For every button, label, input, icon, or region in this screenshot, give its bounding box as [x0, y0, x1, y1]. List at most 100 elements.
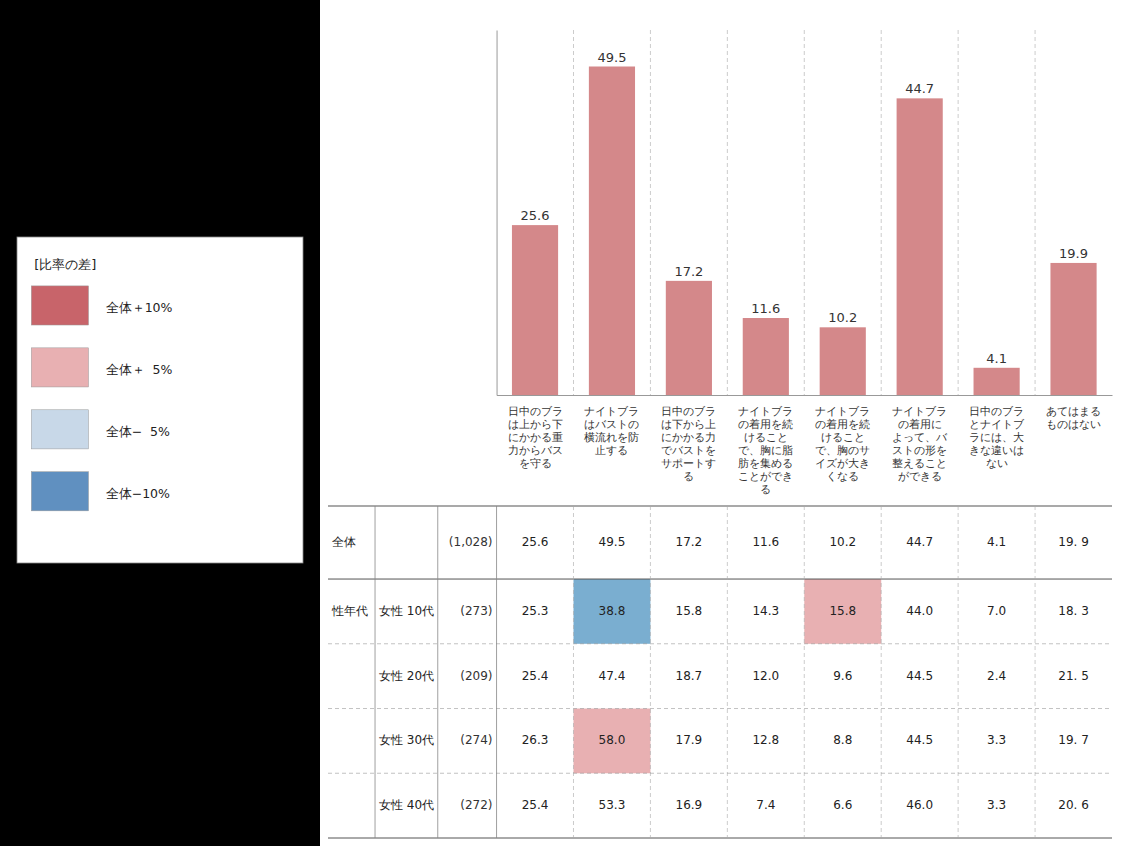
data-label: 17.2 [674, 264, 703, 279]
table-cell: 20. 6 [1058, 798, 1089, 812]
table-column-rule [1035, 506, 1036, 838]
x-tick-label: あてはまるものはない [1046, 405, 1101, 430]
y-axis-line [497, 31, 498, 396]
x-axis: 日中のブラは上から下にかかる重力からバスを守るナイトブラはバストの横流れを防止す… [497, 395, 1112, 495]
x-tick-label: ナイトブラの着用を続けることで、胸に脂肪を集めることができる [738, 405, 793, 496]
table-group: 全体 [332, 535, 356, 549]
table-row-label: 女性 30代 [379, 733, 434, 747]
table-cell: 44.7 [906, 535, 933, 549]
table-column-rule [804, 506, 805, 838]
table-n: (209) [460, 669, 492, 683]
table-cell: 58.0 [599, 733, 626, 747]
table-cell: 46.0 [906, 798, 933, 812]
category-separator [727, 30, 728, 395]
y-axis [497, 31, 498, 396]
table-cell: 53.3 [599, 798, 626, 812]
table-rule [328, 838, 1112, 839]
category-separator [573, 30, 574, 395]
category-separator [1035, 30, 1036, 395]
table-n: (1,028) [449, 535, 493, 549]
x-tick: 日中のブラとナイトブラには、大きな違いはない [969, 395, 1025, 469]
table-cell: 47.4 [599, 669, 626, 683]
table-cell: 8.8 [833, 733, 852, 747]
table-n: (274) [460, 733, 492, 747]
legend-label: 全体＋ 5% [106, 362, 173, 377]
table-cell: 12.8 [752, 733, 779, 747]
legend: [比率の差]全体＋10%全体＋ 5%全体− 5%全体−10% [17, 237, 303, 563]
table-cell: 25.3 [522, 604, 549, 618]
table-cell: 12.0 [752, 669, 779, 683]
x-tick-label: ナイトブラの着用を続けることで、胸のサイズが大きくなる [815, 405, 870, 483]
bar [897, 98, 943, 395]
x-tick-label: ナイトブラの着用によって、バストの形を整えることができる [892, 405, 948, 483]
x-tick: ナイトブラの着用を続けることで、胸のサイズが大きくなる [815, 395, 870, 482]
table-cell: 25.4 [522, 798, 549, 812]
table-cell: 2.4 [987, 669, 1006, 683]
table-cell: 9.6 [833, 669, 852, 683]
table-column-rule [881, 506, 882, 838]
table-cell: 44.0 [906, 604, 933, 618]
table-cell: 44.5 [906, 733, 933, 747]
category-separator [958, 30, 959, 395]
table-cell: 38.8 [599, 604, 626, 618]
chart-root: 25.6 49.5 17.2 11.6 10.2 44.7 4.1 19.9 日中のブラは上から… [0, 0, 1122, 846]
table: 全体(1,028)25.649.517.211.610.244.74.119. … [328, 506, 1112, 838]
x-tick-label: ナイトブラはバストの横流れを防止する [584, 405, 639, 457]
table-cell: 17.2 [676, 535, 703, 549]
x-tick-label: 日中のブラとナイトブラには、大きな違いはない [969, 405, 1025, 470]
table-column-rule [727, 506, 728, 838]
table-column-rule [437, 506, 438, 838]
table-cell: 7.4 [756, 798, 775, 812]
table-column-rule [573, 506, 574, 838]
table-rule [328, 579, 1112, 580]
table-cell: 25.6 [522, 535, 549, 549]
data-label: 11.6 [751, 301, 780, 316]
category-separator [804, 30, 805, 395]
data-label: 25.6 [521, 208, 550, 223]
table-rule [328, 505, 1112, 506]
table-cell: 11.6 [752, 535, 779, 549]
table-cell: 21. 5 [1058, 669, 1089, 683]
data-label: 10.2 [828, 310, 857, 325]
x-axis-line [497, 395, 1112, 396]
table-n: (272) [460, 798, 492, 812]
x-tick: ナイトブラの着用によって、バストの形を整えることができる [892, 395, 948, 482]
table-cell: 3.3 [987, 733, 1006, 747]
bar [512, 225, 558, 395]
legend-swatch [31, 410, 88, 449]
cell-highlight [573, 579, 650, 644]
table-column-rule [496, 506, 497, 838]
table-row-label: 女性 40代 [379, 798, 434, 812]
bar [820, 327, 866, 395]
data-label: 19.9 [1059, 246, 1088, 261]
table-cell: 14.3 [752, 604, 779, 618]
table-cell: 7.0 [987, 604, 1006, 618]
cell-highlight [804, 579, 881, 644]
figure-background [0, 0, 1122, 846]
table-cell: 18. 3 [1058, 604, 1089, 618]
bar [1050, 263, 1096, 395]
bar [743, 318, 789, 395]
x-tick: あてはまるものはない [1046, 395, 1101, 430]
bars [512, 67, 1097, 396]
legend-label: 全体−10% [106, 486, 170, 501]
table-rule [328, 643, 1112, 644]
table-cell: 15.8 [829, 604, 856, 618]
table-cell: 19. 7 [1058, 733, 1089, 747]
x-tick: 日中のブラは上から下にかかる重力からバスを守る [508, 395, 563, 469]
table-cell: 6.6 [833, 798, 852, 812]
table-cell: 25.4 [522, 669, 549, 683]
table-cell: 18.7 [676, 669, 703, 683]
table-row-label: 女性 20代 [379, 669, 434, 683]
category-separator [650, 30, 651, 395]
data-label: 49.5 [597, 50, 626, 65]
table-cell: 15.8 [676, 604, 703, 618]
data-label: 4.1 [986, 351, 1007, 366]
legend-swatch [31, 286, 88, 325]
table-cell: 26.3 [522, 733, 549, 747]
table-cell: 17.9 [676, 733, 703, 747]
table-cell: 19. 9 [1058, 535, 1089, 549]
legend-swatch [31, 472, 88, 511]
table-group: 性年代 [331, 604, 368, 618]
legend-swatch [31, 348, 88, 387]
